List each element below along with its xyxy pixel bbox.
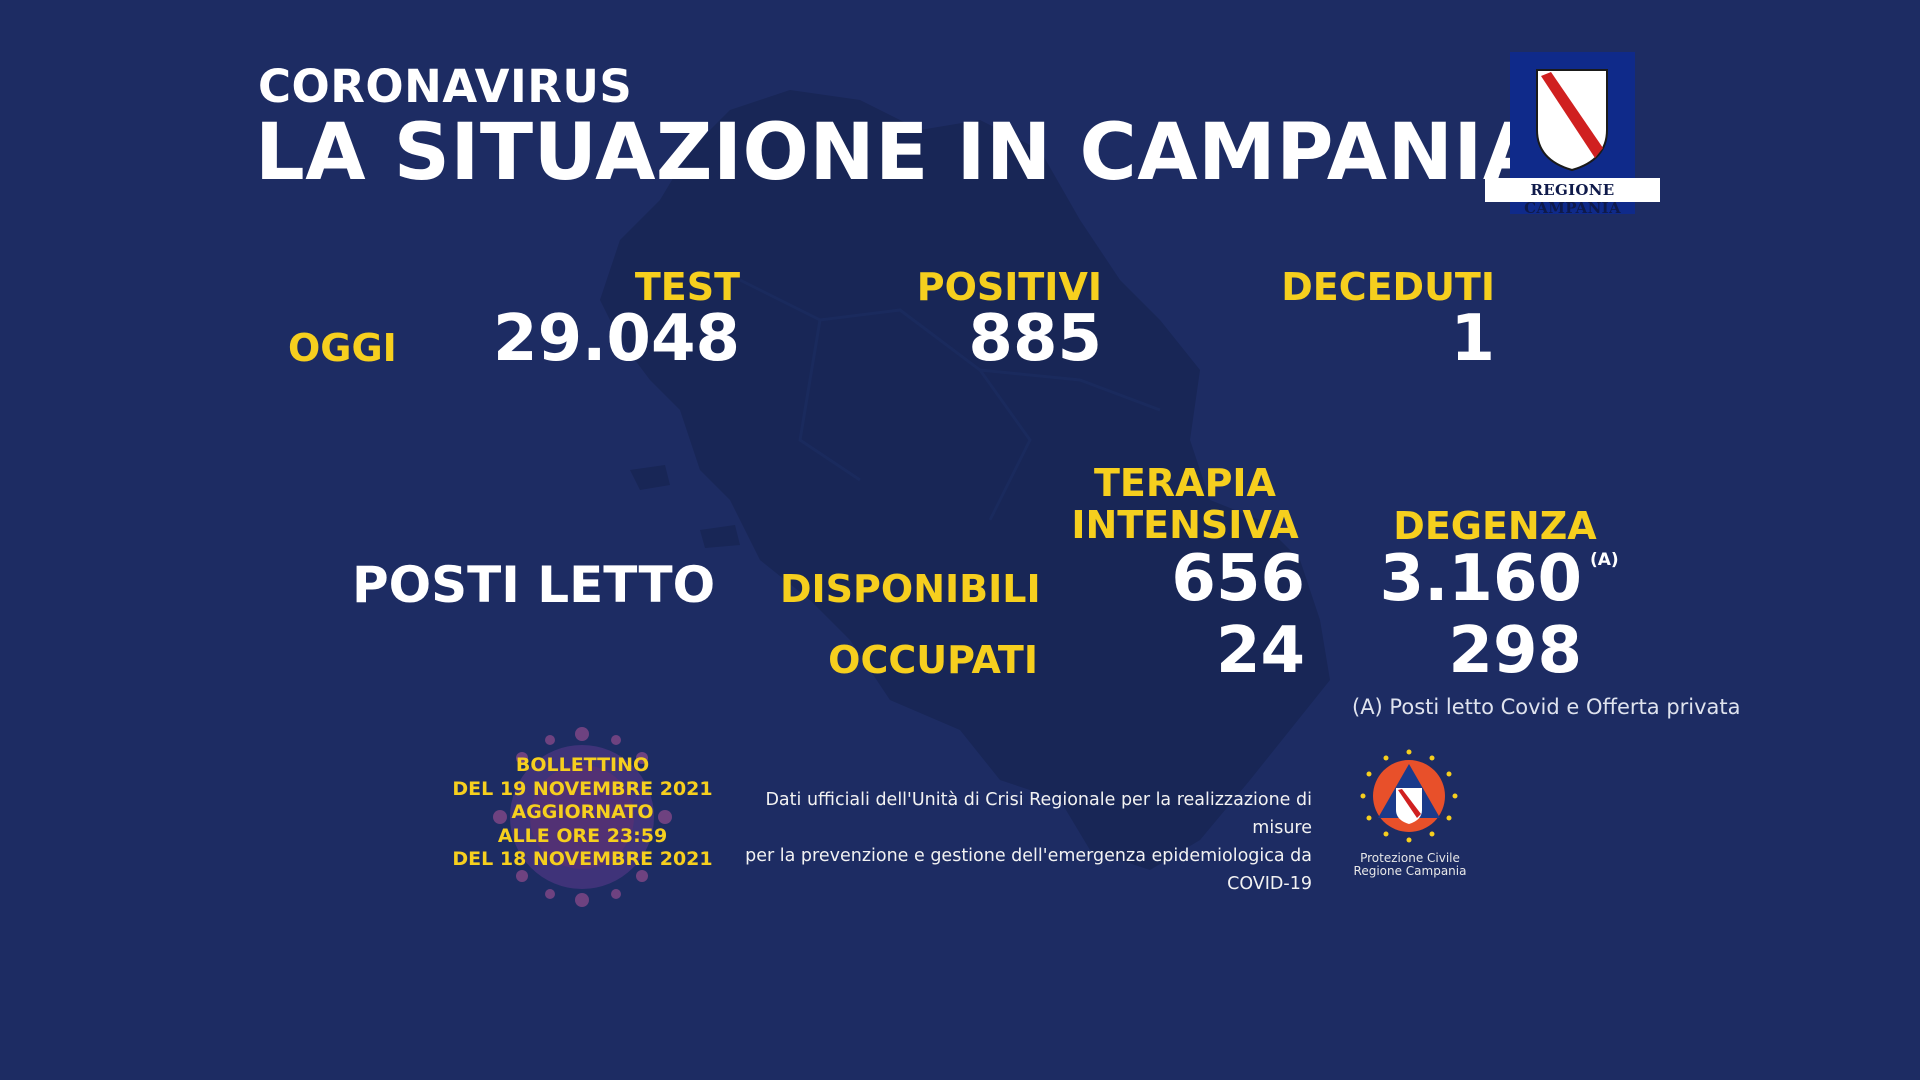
coronavirus-icon	[493, 727, 672, 907]
page-title: LA SITUAZIONE IN CAMPANIA	[255, 108, 1544, 198]
protezione-civile-logo-icon	[1360, 749, 1458, 843]
bulletin-line: DEL 19 NOVEMBRE 2021	[452, 777, 713, 800]
logo-caption: REGIONE CAMPANIA	[1524, 181, 1621, 217]
page-kicker: CORONAVIRUS	[258, 60, 633, 113]
bulletin-info: BOLLETTINO DEL 19 NOVEMBRE 2021 AGGIORNA…	[440, 754, 725, 872]
campania-map-icon	[600, 90, 1330, 870]
bulletin-line: AGGIORNATO	[511, 801, 654, 823]
ti-occupati-value: 24	[1215, 614, 1305, 688]
deceduti-header: DECEDUTI	[1281, 265, 1495, 309]
degenza-header: DEGENZA	[1393, 504, 1597, 548]
pc-line: Protezione Civile	[1360, 851, 1460, 865]
test-value: 29.048	[493, 302, 740, 376]
oggi-label: OGGI	[288, 326, 397, 370]
pc-line: Regione Campania	[1353, 864, 1467, 878]
positivi-value: 885	[968, 302, 1102, 376]
beds-footnote: (A) Posti letto Covid e Offerta privata	[1352, 695, 1741, 719]
degenza-occupati-value: 298	[1448, 614, 1582, 688]
degenza-disponibili-value: 3.160	[1379, 542, 1582, 616]
ti-disponibili-value: 656	[1171, 542, 1305, 616]
bulletin-line: ALLE ORE 23:59	[497, 824, 668, 847]
source-line: Dati ufficiali dell'Unità di Crisi Regio…	[765, 790, 1312, 838]
source-line: per la prevenzione e gestione dell'emerg…	[745, 846, 1312, 894]
positivi-header: POSITIVI	[916, 265, 1102, 309]
disponibili-label: DISPONIBILI	[780, 567, 1041, 611]
test-header: TEST	[634, 265, 740, 309]
bulletin-line: DEL 18 NOVEMBRE 2021	[452, 848, 713, 870]
terapia-intensiva-line1: TERAPIA	[1094, 461, 1276, 505]
source-note: Dati ufficiali dell'Unità di Crisi Regio…	[735, 786, 1312, 898]
protezione-civile-text: Protezione Civile Regione Campania	[1345, 852, 1475, 878]
posti-letto-label: POSTI LETTO	[352, 556, 716, 614]
regione-campania-shield-icon	[1485, 52, 1660, 214]
regione-campania-logo: REGIONE CAMPANIA	[1485, 52, 1660, 217]
occupati-label: OCCUPATI	[828, 638, 1038, 682]
deceduti-value: 1	[1450, 302, 1495, 376]
bulletin-line: BOLLETTINO	[515, 754, 650, 776]
degenza-note-marker: (A)	[1590, 550, 1619, 570]
terapia-intensiva-line2: INTENSIVA	[1071, 503, 1299, 547]
terapia-intensiva-header: TERAPIA INTENSIVA	[1060, 462, 1310, 546]
